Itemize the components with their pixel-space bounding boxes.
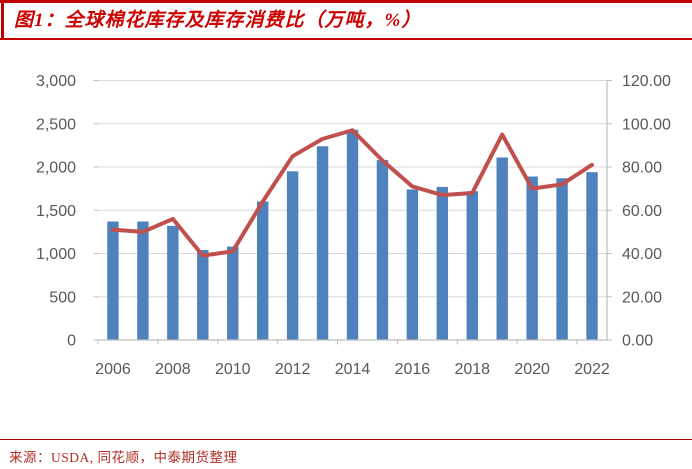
left-axis-label: 3,000 [36, 73, 76, 90]
x-axis-label: 2018 [454, 361, 490, 378]
bar-2013 [316, 146, 329, 340]
right-axis-label: 120.00 [622, 73, 671, 90]
title-left-accent-bar [1, 3, 4, 38]
left-axis-label: 500 [49, 289, 76, 306]
x-axis-label: 2006 [95, 361, 131, 378]
bar-2008 [167, 225, 179, 340]
x-axis-label: 2008 [155, 361, 191, 378]
left-axis-label: 1,000 [36, 246, 76, 263]
x-axis-label: 2014 [335, 361, 371, 378]
x-axis-label: 2020 [514, 361, 550, 378]
gridlines [98, 80, 607, 298]
figure-title-bar: 图1：全球棉花库存及库存消费比（万吨，%） [0, 0, 692, 40]
left-axis-label: 0 [67, 333, 76, 350]
axes [93, 80, 612, 345]
bar-2009 [197, 250, 209, 340]
bar-2022 [586, 172, 598, 340]
figure-title: 图1：全球棉花库存及库存消费比（万吨，%） [14, 10, 422, 31]
ratio-line-series [110, 128, 595, 258]
right-axis-label: 100.00 [622, 116, 671, 133]
bar-2021 [556, 178, 568, 340]
right-axis-label: 20.00 [622, 289, 662, 306]
left-axis-label: 2,000 [36, 160, 76, 177]
source-note: 来源：USDA, 同花顺，中泰期货整理 [9, 450, 238, 465]
bar-2017 [436, 186, 449, 340]
bar-2020 [526, 176, 538, 340]
bar-2016 [406, 189, 419, 340]
left-axis-label: 2,500 [36, 116, 76, 133]
bars-series [107, 129, 598, 340]
bar-2012 [286, 171, 299, 340]
right-axis-label: 60.00 [622, 203, 662, 220]
bar-2018 [466, 191, 478, 340]
x-axis-label: 2010 [215, 361, 251, 378]
axis-labels: 0 500 1,000 1,500 2,000 2,500 3,000 0.00 20.00 40… [36, 73, 671, 378]
right-axis-label: 80.00 [622, 160, 662, 177]
x-axis-label: 2012 [275, 361, 311, 378]
right-axis-label: 40.00 [622, 246, 662, 263]
x-axis-label: 2022 [574, 361, 610, 378]
bar-2011 [256, 201, 269, 340]
bar-2019 [496, 157, 508, 340]
bar-2015 [376, 160, 389, 340]
bar-2006 [107, 221, 119, 340]
bar-2010 [227, 246, 239, 340]
bar-2007 [137, 221, 149, 340]
ratio-line [110, 128, 595, 258]
x-axis-label: 2016 [395, 361, 431, 378]
bar-2014 [346, 129, 359, 340]
footer-divider [0, 439, 692, 440]
left-axis-label: 1,500 [36, 203, 76, 220]
right-axis-label: 0.00 [622, 333, 653, 350]
